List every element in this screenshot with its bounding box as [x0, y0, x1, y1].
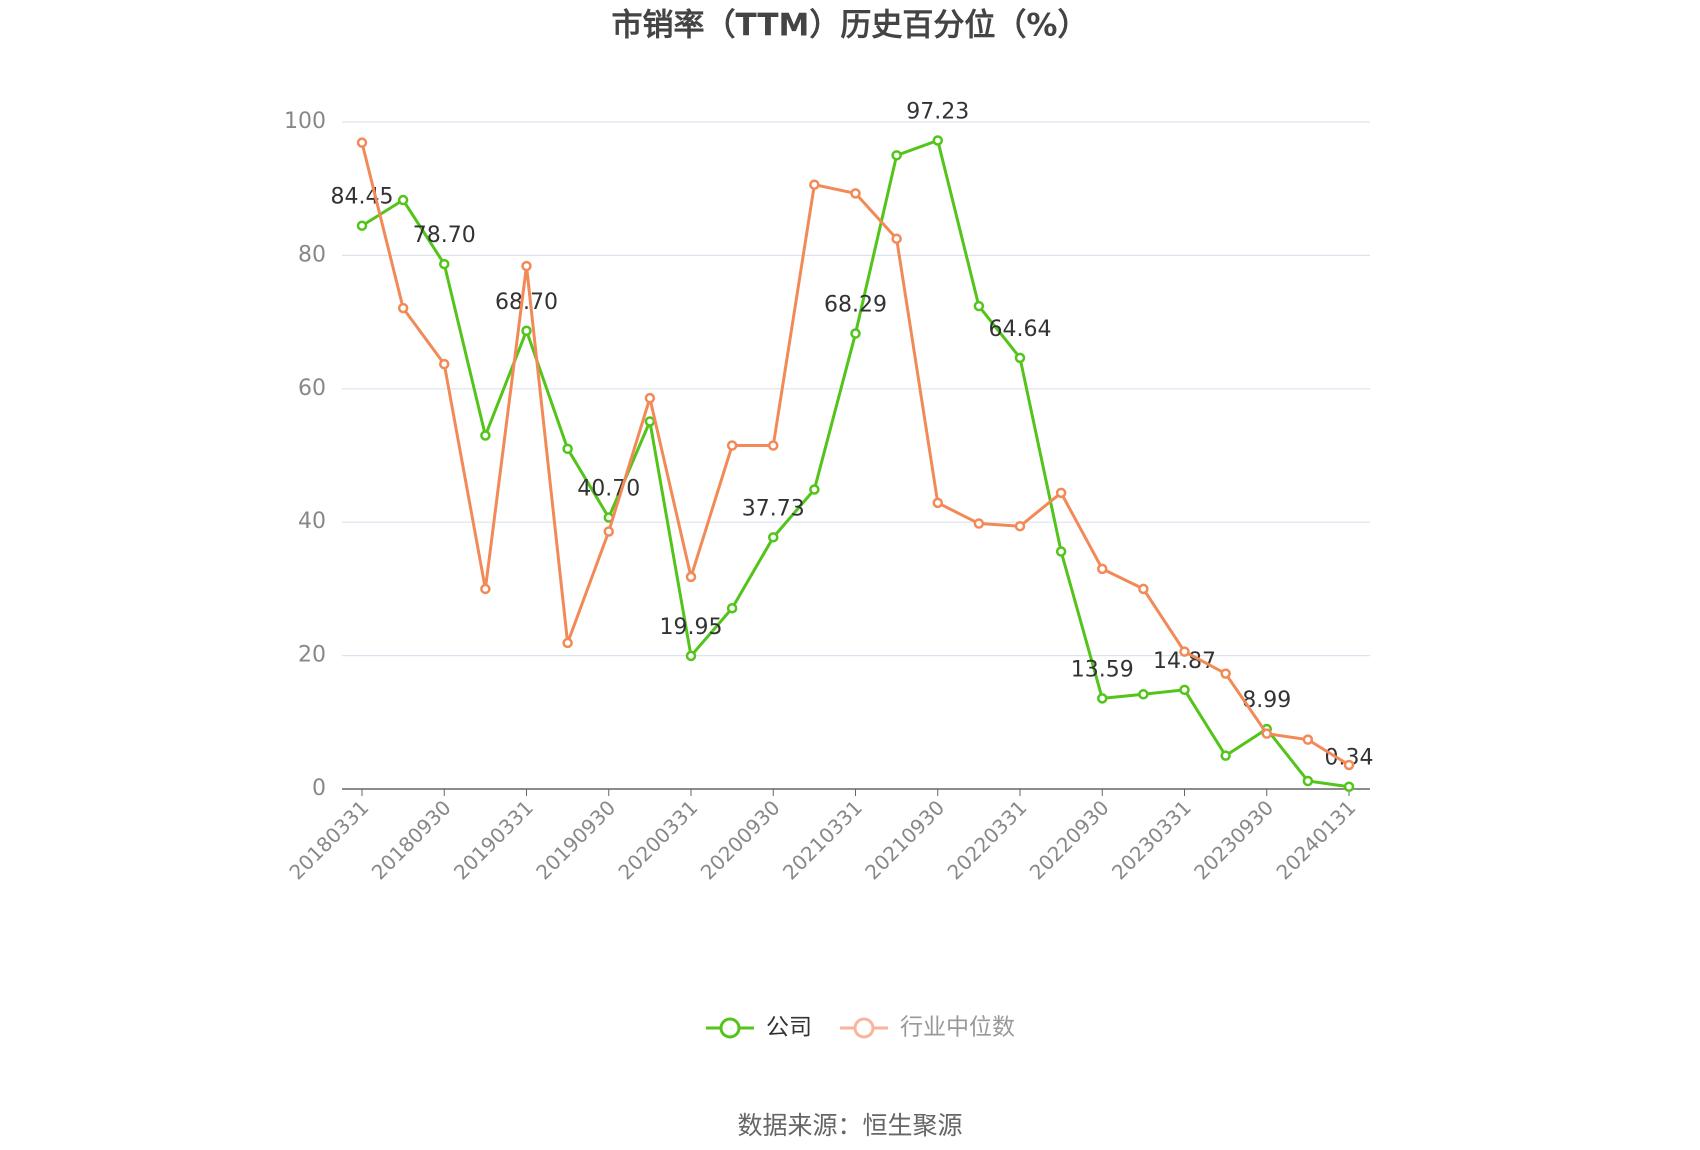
data-point	[356, 137, 368, 148]
data-point	[1179, 646, 1190, 657]
data-point	[1014, 352, 1026, 364]
x-tick-label: 20190331	[449, 795, 538, 884]
data-point	[891, 233, 902, 244]
data-point	[1055, 487, 1067, 499]
legend-marker	[719, 1017, 741, 1039]
chart-title: 市销率（TTM）历史百分位（%）	[612, 8, 1089, 44]
data-point	[562, 443, 573, 455]
data-point	[1097, 693, 1108, 704]
data-point	[973, 300, 985, 312]
data-point	[397, 302, 409, 314]
data-point	[850, 188, 861, 199]
data-point	[603, 526, 614, 537]
data-point	[809, 179, 820, 190]
x-tick-label: 20210930	[860, 795, 949, 884]
data-label: 68.70	[495, 290, 558, 315]
data-point	[1220, 750, 1231, 761]
data-point	[480, 430, 491, 441]
y-tick-label: 40	[298, 509, 326, 534]
data-point	[1343, 781, 1355, 792]
x-tick-label: 20220930	[1025, 795, 1114, 884]
data-point	[1220, 668, 1231, 679]
data-label: 84.45	[331, 185, 394, 210]
x-tick-label: 20180930	[367, 795, 456, 884]
data-point	[1097, 563, 1108, 575]
y-tick-label: 0	[312, 776, 326, 801]
data-label: 68.29	[824, 293, 887, 318]
y-tick-label: 60	[298, 376, 326, 401]
data-point	[932, 497, 943, 509]
legend-marker	[853, 1017, 875, 1039]
data-point	[1302, 775, 1314, 787]
data-label: 37.73	[742, 496, 805, 521]
data-point	[850, 328, 861, 339]
data-label: 97.23	[906, 99, 969, 124]
legend-label: 公司	[766, 1015, 812, 1041]
data-point	[1302, 734, 1314, 745]
data-point	[726, 602, 738, 614]
x-tick-label: 20210331	[778, 795, 867, 884]
legend-item[interactable]: 公司	[706, 1015, 812, 1041]
y-tick-label: 20	[298, 643, 326, 668]
x-tick-label: 20230930	[1189, 795, 1278, 884]
data-point	[1343, 759, 1355, 771]
data-point	[521, 325, 532, 337]
data-point	[685, 571, 697, 583]
data-label: 64.64	[989, 317, 1052, 342]
data-point	[644, 416, 656, 427]
data-point	[932, 135, 943, 146]
x-tick-label: 20230331	[1107, 795, 1196, 884]
x-tick-label: 20200930	[696, 795, 785, 884]
data-point	[1138, 689, 1149, 700]
data-point	[1261, 728, 1272, 739]
data-label: 19.95	[660, 615, 723, 640]
data-point	[1055, 546, 1067, 557]
data-point	[891, 150, 902, 161]
data-point	[439, 258, 450, 270]
x-tick-label: 20180331	[284, 795, 373, 884]
data-label: 13.59	[1071, 657, 1134, 682]
x-tick-label: 20200331	[613, 795, 702, 884]
y-tick-label: 100	[284, 109, 326, 134]
data-point	[1179, 684, 1190, 696]
x-tick-label: 20190930	[531, 795, 620, 884]
data-point	[809, 484, 820, 495]
x-tick-label: 20240131	[1271, 795, 1360, 884]
data-point	[1014, 520, 1026, 532]
y-tick-label: 80	[298, 242, 326, 267]
source: 数据来源：恒生聚源	[737, 1111, 962, 1140]
data-point	[685, 650, 697, 662]
data-point	[521, 260, 532, 272]
series-line	[361, 138, 1350, 789]
data-point	[397, 194, 409, 206]
data-point	[1138, 583, 1149, 595]
data-point	[480, 583, 491, 595]
data-point	[644, 392, 656, 404]
data-point	[439, 358, 450, 370]
legend-item[interactable]: 行业中位数	[840, 1015, 1015, 1041]
data-point	[973, 518, 985, 529]
x-tick-label: 20220331	[942, 795, 1031, 884]
data-label: 78.70	[413, 223, 476, 248]
data-label: 40.70	[577, 477, 640, 502]
data-point	[356, 220, 368, 231]
legend-label: 行业中位数	[900, 1015, 1015, 1041]
data-point	[768, 440, 779, 451]
data-point	[562, 637, 573, 649]
data-point	[768, 532, 779, 543]
data-point	[726, 440, 738, 451]
